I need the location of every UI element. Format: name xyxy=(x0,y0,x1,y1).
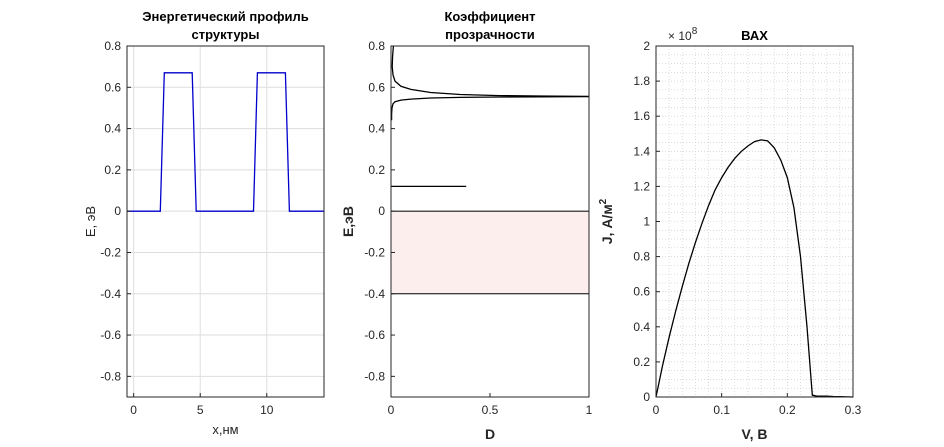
y-tick-label: -0.8 xyxy=(364,369,385,383)
y-tick-label: -0.2 xyxy=(364,245,385,259)
chart-2: 0 0.5 1 0.8 0.6 0.4 0.2 0 -0.2 -0.4 -0.6 -0.8 Коэффи… xyxy=(340,9,593,442)
chart-title-line-1: Энергетический профиль xyxy=(142,9,308,24)
x-axis-label: D xyxy=(485,426,495,442)
series-line-1 xyxy=(655,139,854,398)
x-axis-label: V, В xyxy=(742,426,768,442)
y-tick-label: 1.2 xyxy=(633,179,650,193)
y-axis-label: E,эВ xyxy=(340,206,356,237)
y-tick-label: 0.6 xyxy=(633,285,650,299)
y-tick-label: -0.6 xyxy=(100,328,121,342)
y-tick-label: 0 xyxy=(378,204,385,218)
axes-box xyxy=(126,45,325,398)
y-tick-label: -0.2 xyxy=(100,245,121,259)
y-axis-label: E, эВ xyxy=(83,206,98,237)
y-tick-label: 0.2 xyxy=(104,163,121,177)
y-tick-label: 0.8 xyxy=(368,39,385,53)
y-tick-label: -0.4 xyxy=(364,287,385,301)
y-axis-label: J, А/м2 xyxy=(598,198,615,244)
y-tick-label: 0.2 xyxy=(368,163,385,177)
y-tick-label: 0.2 xyxy=(633,355,650,369)
y-tick-label: 1.8 xyxy=(633,74,650,88)
y-tick-label: 1.4 xyxy=(633,144,650,158)
x-tick-label: 1 xyxy=(586,403,593,417)
chart-title-line-1: Коэффициент xyxy=(444,9,535,24)
plot-area xyxy=(656,46,853,397)
y-tick-label: 0.4 xyxy=(368,122,385,136)
y-tick-label: 2 xyxy=(643,39,650,53)
y-tick-label: 0 xyxy=(643,390,650,404)
y-axis-label-superscript: 2 xyxy=(598,198,609,204)
axis-exponent-power: 8 xyxy=(692,26,698,37)
x-tick-label: 0 xyxy=(130,403,137,417)
chart-3: 0 0.1 0.2 0.3 2 1.8 1.6 1.4 1.2 1 0.8 0.6 0.4 0.2 0 ВАХ… xyxy=(598,26,862,442)
y-tick-label: -0.8 xyxy=(100,369,121,383)
x-tick-label: 0.2 xyxy=(779,403,796,417)
y-tick-label: -0.6 xyxy=(364,328,385,342)
y-axis-label-main: J, А/м xyxy=(599,204,615,244)
x-tick-label: 0.5 xyxy=(482,403,499,417)
y-tick-label: 0.8 xyxy=(104,39,121,53)
x-axis-label: x,нм xyxy=(212,422,238,437)
chart-1: 0 5 10 0.8 0.6 0.4 0.2 0 -0.2 -0.4 -0.6 -0.8 Энергет… xyxy=(83,9,325,437)
series-line-1 xyxy=(127,72,324,212)
x-tick-label: 10 xyxy=(260,403,274,417)
chart-title-line-2: структуры xyxy=(192,27,260,42)
x-tick-label: 0 xyxy=(653,403,660,417)
axis-exponent-base: × 10 xyxy=(668,29,692,43)
series-line-1 xyxy=(391,45,590,98)
y-tick-label: -0.4 xyxy=(100,287,121,301)
x-tick-label: 5 xyxy=(197,403,204,417)
axis-exponent: × 108 xyxy=(668,26,698,43)
shaded-region xyxy=(390,210,590,295)
y-tick-label: 1 xyxy=(643,215,650,229)
y-tick-label: 0.4 xyxy=(104,122,121,136)
x-tick-label: 0.1 xyxy=(713,403,730,417)
chart-title-line-2: прозрачности xyxy=(445,27,535,42)
y-tick-label: 0.4 xyxy=(633,320,650,334)
y-tick-label: 0.8 xyxy=(633,250,650,264)
series-line-2 xyxy=(390,95,590,121)
y-tick-label: 0 xyxy=(114,204,121,218)
x-tick-label: 0.3 xyxy=(845,403,862,417)
x-tick-label: 0 xyxy=(388,403,395,417)
chart-title: ВАХ xyxy=(741,28,768,43)
y-tick-label: 1.6 xyxy=(633,109,650,123)
y-tick-label: 0.6 xyxy=(368,80,385,94)
y-tick-label: 0.6 xyxy=(104,80,121,94)
plot-area xyxy=(127,46,324,397)
